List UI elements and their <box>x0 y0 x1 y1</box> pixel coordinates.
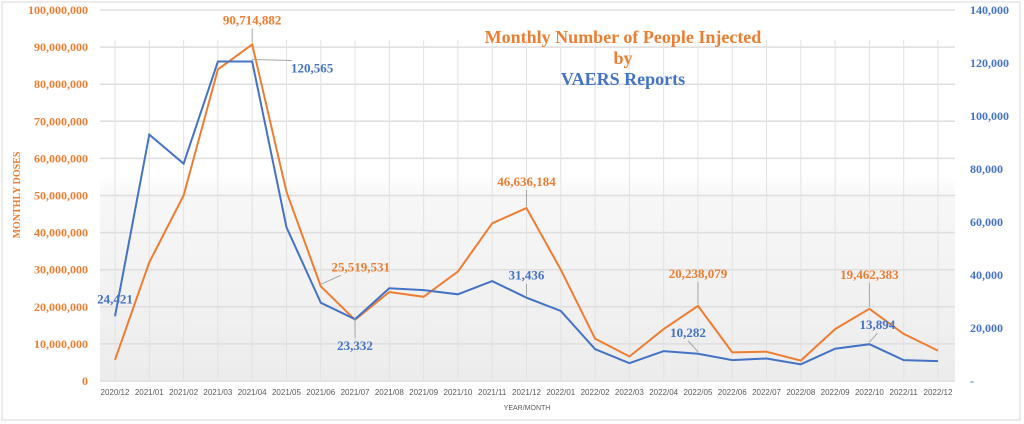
x-tick-label: 2021/11 <box>478 388 507 397</box>
x-tick-label: 2020/12 <box>101 388 130 397</box>
data-label: 19,462,383 <box>840 267 899 282</box>
x-tick-label: 2021/04 <box>238 388 267 397</box>
data-label: 23,332 <box>337 338 373 353</box>
data-label: 90,714,882 <box>223 12 282 27</box>
x-tick-label: 2022/06 <box>718 388 747 397</box>
annotation-leader <box>320 274 341 285</box>
data-label: 24,421 <box>97 291 133 306</box>
x-tick-label: 2021/10 <box>443 388 472 397</box>
y2-tick-label: 100,000 <box>970 109 1009 123</box>
x-tick-label: 2022/09 <box>821 388 850 397</box>
y-tick-label: 40,000,000 <box>34 226 88 240</box>
y-tick-label: 60,000,000 <box>34 151 88 165</box>
annotation-leader <box>252 59 293 62</box>
x-tick-label: 2021/09 <box>409 388 438 397</box>
y-tick-label: 80,000,000 <box>34 77 88 91</box>
x-tick-label: 2022/10 <box>855 388 884 397</box>
chart-title-line1: Monthly Number of People Injected <box>485 27 762 47</box>
annotation-leader <box>869 332 878 343</box>
y-tick-label: 30,000,000 <box>34 263 88 277</box>
y-tick-label: 10,000,000 <box>34 337 88 351</box>
data-label: 25,519,531 <box>332 259 391 274</box>
chart-title-line2: by <box>613 48 632 68</box>
data-label: 31,436 <box>509 268 545 283</box>
y2-tick-label: 140,000 <box>970 3 1009 17</box>
x-tick-label: 2021/03 <box>203 388 232 397</box>
x-tick-label: 2022/12 <box>924 388 953 397</box>
y2-tick-label: - <box>970 374 974 388</box>
chart-title-line3: VAERS Reports <box>561 69 685 89</box>
y2-tick-label: 20,000 <box>970 321 1003 335</box>
y-tick-label: 50,000,000 <box>34 189 88 203</box>
x-tick-label: 2021/02 <box>169 388 198 397</box>
x-tick-label: 2022/04 <box>649 388 678 397</box>
x-tick-label: 2022/02 <box>581 388 610 397</box>
data-label: 10,282 <box>670 325 706 340</box>
x-tick-label: 2021/07 <box>341 388 370 397</box>
x-tick-label: 2022/05 <box>683 388 712 397</box>
data-label: 20,238,079 <box>669 266 728 281</box>
y-tick-label: 70,000,000 <box>34 114 88 128</box>
y2-tick-label: 60,000 <box>970 215 1003 229</box>
y2-tick-label: 80,000 <box>970 162 1003 176</box>
x-tick-label: 2022/03 <box>615 388 644 397</box>
annotation-leader <box>687 340 699 353</box>
x-axis-label: YEAR/MONTH <box>504 405 551 412</box>
y-axis-label: MONTHLY DOSES <box>12 151 23 238</box>
y2-tick-label: 40,000 <box>970 268 1003 282</box>
data-label: 120,565 <box>291 61 334 76</box>
x-tick-label: 2022/11 <box>890 388 919 397</box>
x-tick-label: 2022/07 <box>752 388 781 397</box>
y2-tick-label: 120,000 <box>970 56 1009 70</box>
x-tick-label: 2021/05 <box>272 388 301 397</box>
x-tick-label: 2021/06 <box>306 388 335 397</box>
x-tick-label: 2022/01 <box>546 388 575 397</box>
x-tick-label: 2022/08 <box>786 388 815 397</box>
y-tick-label: 100,000,000 <box>28 3 88 17</box>
x-tick-label: 2021/08 <box>375 388 404 397</box>
y-tick-label: 0 <box>82 374 88 388</box>
x-tick-label: 2021/12 <box>512 388 541 397</box>
x-tick-label: 2021/01 <box>135 388 164 397</box>
y-tick-label: 20,000,000 <box>34 300 88 314</box>
y-tick-label: 90,000,000 <box>34 40 88 54</box>
data-label: 46,636,184 <box>497 174 556 189</box>
data-label: 13,894 <box>860 317 896 332</box>
